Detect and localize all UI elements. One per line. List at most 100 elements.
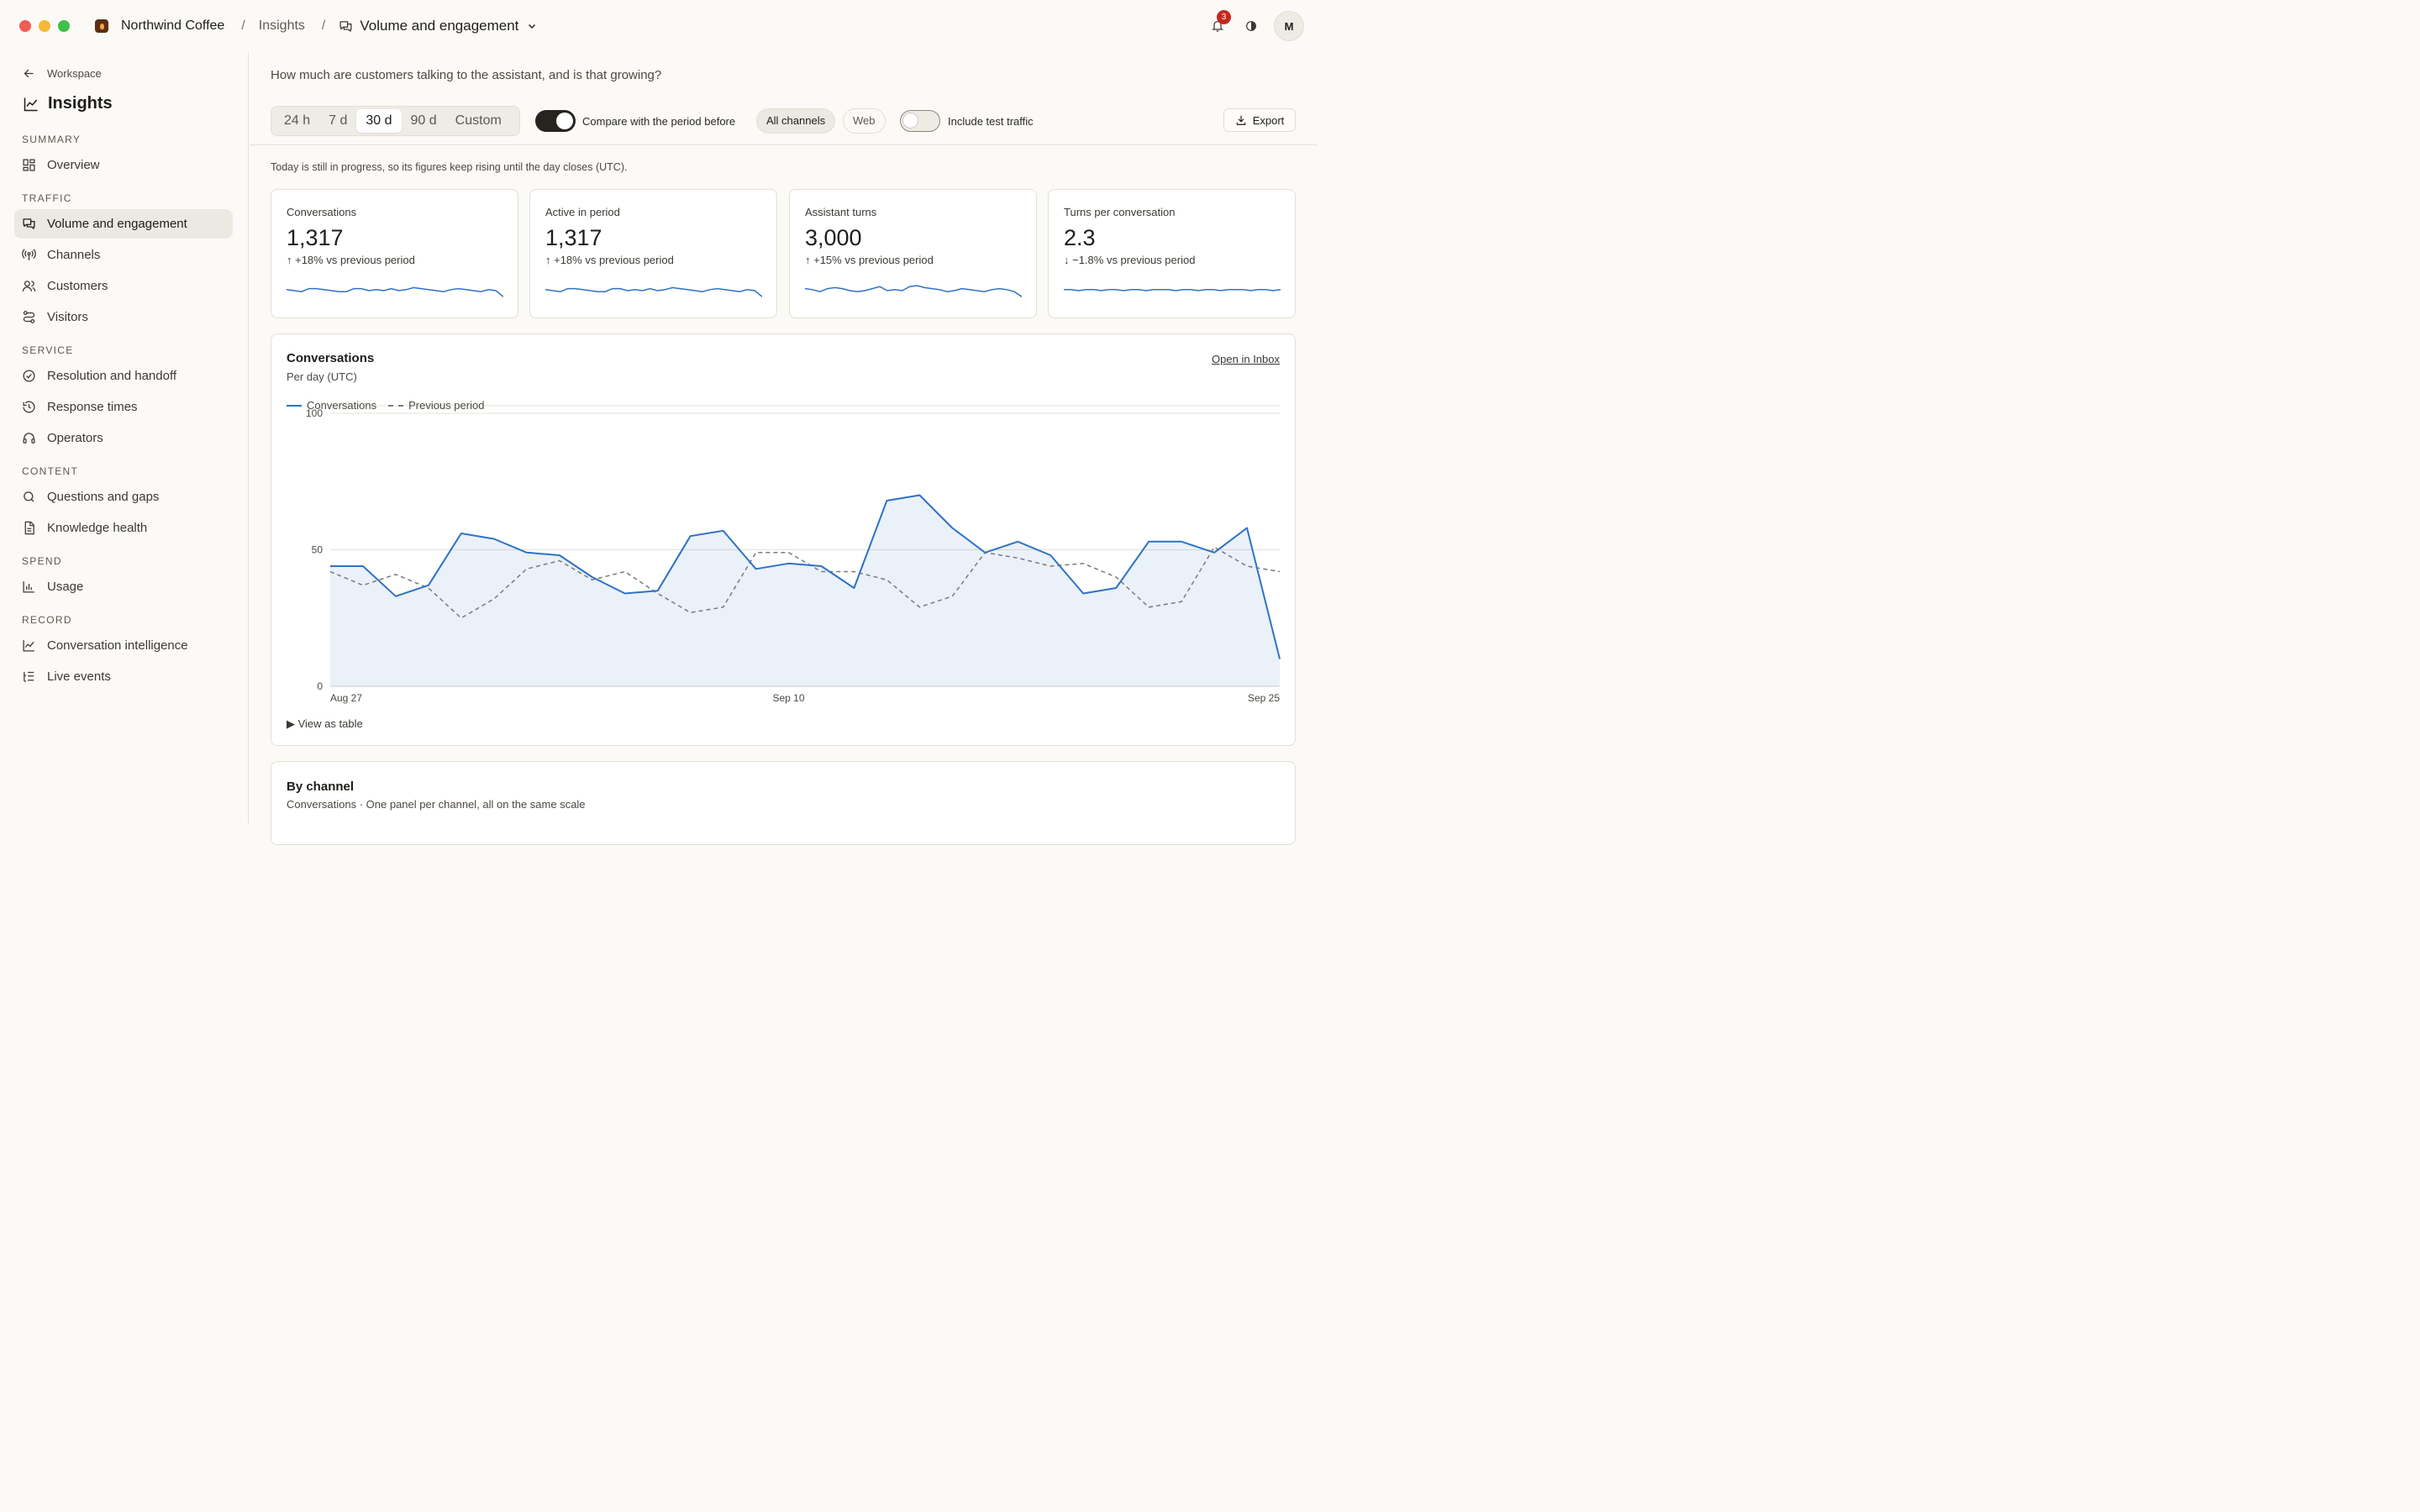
conversations-area	[330, 495, 1280, 686]
route-icon	[23, 311, 35, 323]
sidebar-title-label: Insights	[48, 94, 113, 113]
current-page-label: Volume and engagement	[360, 18, 519, 34]
breadcrumb-insights[interactable]: Insights	[258, 18, 305, 33]
kpi-label: Active in period	[545, 206, 620, 218]
kpi-value: 3,000	[805, 225, 862, 250]
range-30d-button[interactable]: 30 d	[356, 109, 402, 133]
check-circle-icon	[23, 370, 35, 382]
breadcrumb-brand[interactable]: Northwind Coffee	[121, 18, 225, 33]
range-selector: 24 h 7 d 30 d 90 d Custom	[271, 106, 520, 136]
range-90d-button[interactable]: 90 d	[410, 113, 437, 128]
dashboard-grid-icon	[23, 159, 35, 171]
sidebar-item-conversation-intelligence[interactable]: Conversation intelligence	[14, 631, 233, 660]
range-custom-button[interactable]: Custom	[455, 113, 502, 128]
arrow-left-icon	[24, 69, 34, 78]
view-as-table-toggle[interactable]: ▶ View as table	[287, 717, 363, 730]
range-7d-button[interactable]: 7 d	[329, 113, 348, 128]
legend-swatch-previous	[388, 404, 404, 407]
window-controls	[19, 20, 70, 32]
sidebar-item-operators[interactable]: Operators	[14, 423, 233, 453]
sidebar-item-visitors[interactable]: Visitors	[14, 302, 233, 332]
back-to-workspace-link[interactable]: Workspace	[23, 67, 102, 80]
conversations-chart-card: 0 50 100 Aug 27 Sep 10 Sep 25 Conversations P…	[271, 333, 1296, 746]
list-tree-icon	[24, 671, 34, 682]
breadcrumb-current-page[interactable]: Volume and engagement	[339, 18, 544, 34]
sidebar-item-overview[interactable]: Overview	[14, 150, 233, 180]
sidebar-item-label: Response times	[47, 400, 138, 414]
headset-icon	[23, 433, 35, 444]
by-channel-card: By channel Conversations · One panel per…	[271, 761, 1296, 845]
open-in-inbox-link[interactable]: Open in Inbox	[1212, 353, 1280, 365]
kpi-label: Turns per conversation	[1064, 206, 1176, 218]
notifications-badge: 3	[1217, 10, 1231, 24]
kpi-sparkline	[287, 286, 503, 297]
top-actions: 3 M	[1207, 10, 1304, 41]
sidebar-item-label: Volume and engagement	[47, 217, 187, 231]
channel-all-chip[interactable]: All channels	[756, 108, 836, 134]
chevron-down-icon	[529, 24, 536, 29]
conversations-chart: 0 50 100 Aug 27 Sep 10 Sep 25	[306, 405, 1281, 704]
sidebar-item-volume-and-engagement[interactable]: Volume and engagement	[14, 209, 233, 239]
kpi-card-turns-per-conversation[interactable]: Turns per conversation 2.3 ↓ −1.8% vs pr…	[1048, 189, 1296, 318]
test-traffic-toggle[interactable]	[900, 110, 940, 132]
export-button[interactable]: Export	[1223, 108, 1296, 132]
kpi-card-conversations[interactable]: Conversations 1,317 ↑ +18% vs previous p…	[271, 189, 518, 318]
conversations-line	[330, 494, 1281, 659]
chart-subtitle: Per day (UTC)	[287, 370, 357, 383]
by-channel-subtitle: Conversations · One panel per channel, a…	[287, 798, 586, 811]
sidebar-item-label: Resolution and handoff	[47, 369, 177, 383]
kpi-delta: ↑ +15% vs previous period	[805, 254, 934, 266]
y-tick-label: 0	[317, 680, 323, 692]
kpi-value: 1,317	[545, 225, 602, 250]
kpi-delta: ↓ −1.8% vs previous period	[1064, 254, 1196, 266]
sparkline-path	[545, 286, 762, 297]
kpi-value: 1,317	[287, 225, 344, 250]
kpi-row: Conversations 1,317 ↑ +18% vs previous p…	[271, 189, 1296, 318]
sidebar: Workspace Insights SUMMARY Overview TRAF…	[0, 52, 249, 823]
sidebar-item-response-times[interactable]: Response times	[14, 392, 233, 422]
section-spend: SPEND	[22, 555, 62, 567]
export-label: Export	[1252, 113, 1285, 127]
sparkline-path	[287, 286, 503, 297]
kpi-sparkline	[1064, 289, 1281, 291]
sidebar-item-usage[interactable]: Usage	[14, 572, 233, 601]
x-tick-label: Sep 25	[1248, 692, 1280, 704]
back-label: Workspace	[47, 67, 102, 80]
section-record: RECORD	[22, 614, 72, 626]
channel-web-chip[interactable]: Web	[843, 108, 886, 134]
notifications-button[interactable]: 3	[1207, 10, 1231, 37]
compare-label: Compare with the period before	[582, 115, 736, 128]
compare-toggle[interactable]	[535, 110, 576, 132]
sidebar-item-label: Customers	[47, 279, 108, 293]
by-channel-title: By channel	[287, 780, 355, 794]
sidebar-item-label: Channels	[47, 248, 101, 262]
kpi-label: Conversations	[287, 206, 357, 218]
broadcast-icon	[22, 249, 36, 260]
kpi-card-active-in-period[interactable]: Active in period 1,317 ↑ +18% vs previou…	[529, 189, 777, 318]
zoom-window-button[interactable]	[58, 20, 70, 32]
sidebar-item-resolution-and-handoff[interactable]: Resolution and handoff	[14, 361, 233, 391]
sidebar-item-customers[interactable]: Customers	[14, 271, 233, 301]
sidebar-title: Insights	[23, 94, 113, 113]
sidebar-item-label: Usage	[47, 580, 84, 594]
sidebar-item-channels[interactable]: Channels	[14, 240, 233, 270]
breadcrumb: Northwind Coffee / Insights / Volume and…	[95, 18, 544, 34]
y-tick-label: 50	[312, 544, 324, 556]
document-icon	[24, 521, 34, 535]
sidebar-item-knowledge-health[interactable]: Knowledge health	[14, 513, 233, 543]
download-icon	[1236, 115, 1245, 125]
section-content: CONTENT	[22, 465, 79, 477]
toggle-knob	[902, 113, 918, 129]
sidebar-item-live-events[interactable]: Live events	[14, 662, 233, 691]
range-24h-button[interactable]: 24 h	[284, 113, 311, 128]
user-avatar[interactable]: M	[1274, 11, 1304, 41]
kpi-card-assistant-turns[interactable]: Assistant turns 3,000 ↑ +15% vs previous…	[789, 189, 1037, 318]
test-traffic-label: Include test traffic	[948, 115, 1034, 128]
sidebar-item-label: Questions and gaps	[47, 490, 160, 504]
minimize-window-button[interactable]	[39, 20, 50, 32]
theme-toggle-button[interactable]	[1240, 15, 1262, 37]
x-tick-label: Sep 10	[772, 692, 804, 704]
close-window-button[interactable]	[19, 20, 31, 32]
sidebar-item-questions-and-gaps[interactable]: Questions and gaps	[14, 482, 233, 512]
chart-title: Conversations	[287, 351, 375, 365]
